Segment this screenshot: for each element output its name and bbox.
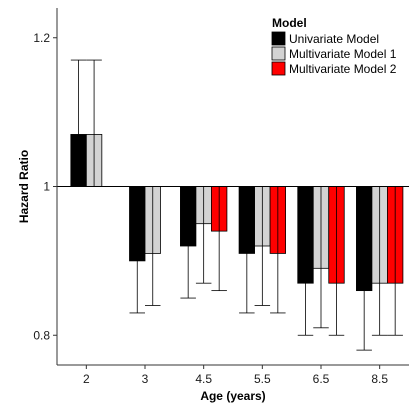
- x-tick-label-3: 3: [142, 372, 149, 386]
- x-tick-label-4-5: 4.5: [195, 372, 212, 386]
- y-tick-label-2: 1.2: [33, 31, 50, 45]
- axes-layer: 2 3 4.5 5.5 6.5 8.5 0.8 1 1.2: [33, 8, 409, 386]
- y-axis-title: Hazard Ratio: [17, 150, 31, 223]
- legend-label-2: Multivariate Model 1: [289, 47, 397, 61]
- x-axis-title: Age (years): [200, 389, 265, 403]
- legend-swatch-1: [271, 31, 286, 46]
- error-bars-layer: [70, 59, 403, 351]
- x-tick-label-5-5: 5.5: [254, 372, 271, 386]
- x-tick-label-2: 2: [83, 372, 90, 386]
- legend-title: Model: [272, 16, 307, 30]
- legend-swatch-3: [271, 61, 286, 76]
- x-tick-label-8-5: 8.5: [371, 372, 388, 386]
- legend-label-1: Univariate Model: [289, 32, 379, 46]
- legend-swatch-2: [271, 46, 286, 61]
- y-tick-label-0: 0.8: [33, 328, 50, 342]
- legend-label-3: Multivariate Model 2: [289, 62, 397, 76]
- y-tick-label-1: 1: [43, 180, 50, 194]
- bars-layer: [70, 134, 404, 292]
- x-tick-label-6-5: 6.5: [313, 372, 330, 386]
